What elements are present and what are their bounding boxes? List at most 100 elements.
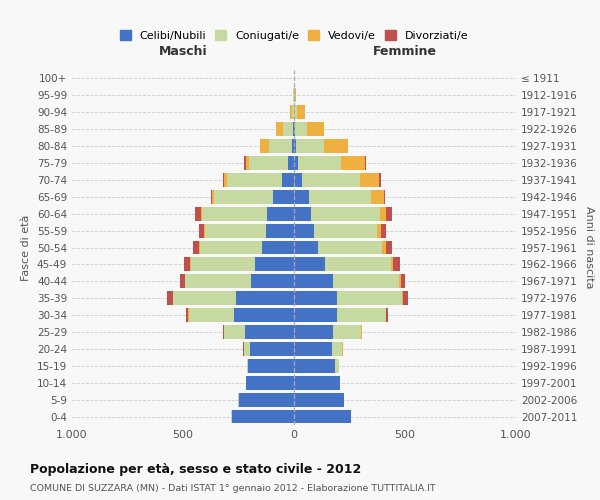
Bar (295, 122, 307, 136)
Y-axis label: Fasce di età: Fasce di età (22, 214, 31, 280)
Bar (294, 139, 296, 153)
Bar (191, 258, 255, 272)
Bar (292, 106, 293, 119)
Y-axis label: Anni di nascita: Anni di nascita (584, 206, 594, 289)
Bar (273, 190, 294, 203)
Bar (227, 173, 282, 187)
Bar (311, 207, 380, 220)
Bar (236, 292, 294, 305)
Bar (247, 359, 248, 373)
Bar (232, 410, 294, 424)
Bar (234, 308, 294, 322)
Bar (224, 325, 245, 339)
Text: Femmine: Femmine (373, 45, 437, 58)
Bar (260, 139, 269, 153)
Bar (250, 342, 294, 356)
Bar (294, 292, 337, 305)
Bar (314, 224, 377, 237)
Bar (383, 190, 385, 203)
Bar (296, 139, 323, 153)
Bar (294, 156, 298, 170)
Bar (282, 173, 294, 187)
Bar (173, 292, 236, 305)
Bar (184, 258, 190, 272)
Bar (181, 274, 185, 288)
Bar (193, 240, 199, 254)
Bar (212, 190, 214, 203)
Bar (202, 207, 268, 220)
Bar (249, 156, 288, 170)
Bar (199, 240, 200, 254)
Text: Maschi: Maschi (158, 45, 208, 58)
Bar (294, 410, 350, 424)
Bar (288, 156, 294, 170)
Bar (295, 88, 296, 102)
Bar (200, 240, 262, 254)
Bar (294, 207, 311, 220)
Bar (294, 274, 333, 288)
Bar (371, 190, 383, 203)
Bar (294, 376, 340, 390)
Bar (223, 173, 224, 187)
Bar (276, 122, 283, 136)
Bar (295, 106, 296, 119)
Bar (251, 274, 294, 288)
Bar (224, 173, 227, 187)
Bar (294, 342, 332, 356)
Bar (319, 240, 382, 254)
Bar (333, 325, 361, 339)
Bar (325, 258, 391, 272)
Bar (211, 190, 212, 203)
Bar (360, 173, 379, 187)
Legend: Celibi/Nubili, Coniugati/e, Vedovi/e, Divorziati/e: Celibi/Nubili, Coniugati/e, Vedovi/e, Di… (115, 26, 473, 45)
Bar (296, 106, 305, 119)
Bar (262, 240, 294, 254)
Bar (188, 308, 234, 322)
Bar (268, 207, 294, 220)
Bar (381, 224, 386, 237)
Bar (386, 308, 388, 322)
Bar (246, 376, 294, 390)
Bar (391, 258, 394, 272)
Bar (244, 156, 245, 170)
Bar (323, 139, 347, 153)
Bar (292, 139, 294, 153)
Bar (379, 173, 381, 187)
Bar (386, 207, 392, 220)
Bar (294, 308, 337, 322)
Bar (333, 274, 400, 288)
Bar (248, 359, 294, 373)
Bar (401, 274, 405, 288)
Bar (294, 190, 309, 203)
Bar (341, 156, 365, 170)
Bar (201, 207, 202, 220)
Bar (255, 258, 294, 272)
Bar (302, 173, 360, 187)
Bar (245, 325, 294, 339)
Text: Popolazione per età, sesso e stato civile - 2012: Popolazione per età, sesso e stato civil… (30, 462, 361, 475)
Bar (386, 240, 392, 254)
Bar (294, 258, 325, 272)
Bar (377, 224, 381, 237)
Bar (199, 224, 204, 237)
Bar (335, 359, 339, 373)
Bar (283, 122, 293, 136)
Bar (337, 308, 386, 322)
Bar (293, 122, 294, 136)
Bar (204, 224, 205, 237)
Bar (214, 190, 273, 203)
Bar (294, 240, 319, 254)
Bar (293, 88, 294, 102)
Bar (269, 139, 292, 153)
Bar (294, 173, 302, 187)
Bar (294, 392, 344, 406)
Bar (195, 207, 201, 220)
Bar (186, 308, 188, 322)
Bar (309, 190, 371, 203)
Bar (365, 156, 367, 170)
Bar (244, 342, 250, 356)
Bar (337, 292, 402, 305)
Bar (294, 224, 314, 237)
Bar (266, 224, 294, 237)
Bar (332, 342, 343, 356)
